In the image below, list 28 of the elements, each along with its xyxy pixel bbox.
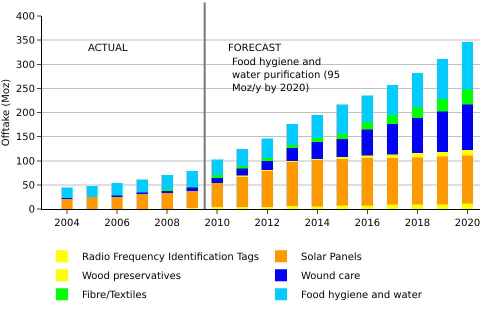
legend-label: Fibre/Textiles [82,290,147,302]
x-tick-label: 2006 [104,218,130,229]
x-tick-label: 2012 [254,218,280,229]
y-tick-label: 150 [16,132,35,144]
legend-label: Wood preservatives [82,271,181,282]
x-tick-label: 2014 [304,218,330,229]
x-tick-label: 2004 [54,218,80,229]
y-tick-label: 50 [22,180,35,192]
x-tick-label: 2016 [354,218,380,229]
y-tick-label: 250 [16,84,35,95]
y-tick-label: 100 [16,156,35,168]
annotation: FORECAST [228,43,282,54]
legend-label: Wound care [301,271,360,282]
x-tick-label: 2018 [404,218,430,229]
y-tick-label: 350 [16,36,35,47]
y-tick-label: 0 [28,204,35,216]
x-tick-label: 2008 [154,218,180,229]
y-tick-label: 400 [16,12,35,22]
y-tick-label: 200 [16,108,35,119]
legend-label: Solar Panels [301,252,362,264]
y-axis-title: Offtake (Moz) [0,78,12,146]
y-tick-label: 300 [16,60,35,71]
legend-label: Food hygiene and water [301,290,423,302]
x-tick-label: 2010 [204,218,230,229]
x-tick-label: 2020 [454,218,480,229]
legend-label: Radio Frequency Identification Tags [82,252,260,264]
annotation: Food hygiene and water purification (95 Moz/y by 2020) [232,57,340,94]
annotation: ACTUAL [88,43,128,54]
